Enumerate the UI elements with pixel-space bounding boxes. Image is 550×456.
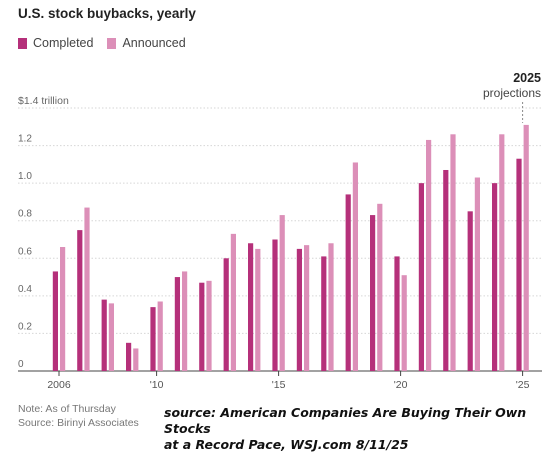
bar-completed-2011 <box>174 277 180 371</box>
bar-completed-2010 <box>150 307 156 371</box>
legend-swatch-completed <box>18 37 27 49</box>
x-tick-label-1: '10 <box>150 379 164 391</box>
x-tick-label-0: 2006 <box>47 379 71 391</box>
y-tick-label-7: $1.4 trillion <box>18 95 69 107</box>
bar-completed-2015 <box>272 239 278 371</box>
y-tick-label-3: 0.6 <box>18 246 32 257</box>
bar-announced-2021 <box>426 139 432 371</box>
x-tick-label-3: '20 <box>394 379 408 391</box>
bar-completed-2016 <box>296 248 302 371</box>
legend-item-announced: Announced <box>107 36 186 50</box>
bar-announced-2011 <box>182 271 188 371</box>
attribution-line-2: at a Record Pace, WSJ.com 8/11/25 <box>164 437 409 452</box>
bar-completed-2017 <box>321 256 327 371</box>
attribution-line-1: source: American Companies Are Buying Th… <box>164 405 527 436</box>
bar-announced-2012 <box>206 280 212 371</box>
bar-completed-2023 <box>467 211 473 371</box>
legend-item-completed: Completed <box>18 36 93 50</box>
article-attribution: source: American Companies Are Buying Th… <box>164 405 550 453</box>
y-tick-label-0: 0 <box>18 359 24 370</box>
x-tick-label-2: '15 <box>272 379 286 391</box>
bar-completed-2021 <box>418 183 424 371</box>
bar-announced-2022 <box>450 134 456 371</box>
bar-completed-2024 <box>492 183 498 371</box>
bar-completed-2012 <box>199 282 205 371</box>
bar-announced-2007 <box>84 207 90 371</box>
projection-year-label: 2025 <box>513 71 541 85</box>
bar-announced-2023 <box>474 177 480 371</box>
bar-completed-2019 <box>370 215 376 371</box>
bar-completed-2009 <box>126 342 132 371</box>
bar-completed-2006 <box>52 271 58 371</box>
bar-announced-2019 <box>377 203 383 371</box>
y-tick-label-6: 1.2 <box>18 134 32 145</box>
y-tick-label-1: 0.2 <box>18 321 32 332</box>
bar-announced-2008 <box>108 303 114 371</box>
bar-completed-2014 <box>248 243 254 371</box>
bar-announced-2018 <box>352 162 358 371</box>
bar-announced-2013 <box>230 233 236 371</box>
bar-chart: 0 0.2 0.4 0.6 0.8 1.0 1.2 $1.4 trillion 2025proj… <box>18 71 542 391</box>
chart-legend: Completed Announced <box>18 36 200 50</box>
bar-announced-2017 <box>328 243 334 371</box>
chart-title: U.S. stock buybacks, yearly <box>18 6 196 21</box>
legend-swatch-announced <box>107 37 117 49</box>
bar-completed-2013 <box>223 258 229 371</box>
bar-announced-2014 <box>255 248 261 371</box>
projection-note-label: projections <box>483 86 541 100</box>
chart-notes: Note: As of Thursday Source: Birinyi Ass… <box>18 402 139 430</box>
legend-label-announced: Announced <box>122 36 186 50</box>
bar-completed-2025 <box>516 158 522 371</box>
bar-announced-2015 <box>279 215 285 371</box>
legend-label-completed: Completed <box>33 36 94 50</box>
bar-announced-2024 <box>499 134 505 371</box>
bar-completed-2007 <box>77 230 83 371</box>
bar-completed-2018 <box>345 194 351 371</box>
bar-announced-2020 <box>401 275 407 371</box>
bar-announced-2025 <box>523 124 529 372</box>
x-tick-label-4: '25 <box>516 379 530 391</box>
bar-completed-2008 <box>101 299 107 371</box>
bar-announced-2016 <box>304 245 310 371</box>
y-tick-label-2: 0.4 <box>18 284 32 295</box>
bar-announced-2006 <box>60 247 66 371</box>
bar-completed-2022 <box>443 169 449 371</box>
note-text: Note: As of Thursday <box>18 403 116 415</box>
source-text: Source: Birinyi Associates <box>18 417 139 429</box>
bar-announced-2009 <box>133 348 139 371</box>
bar-completed-2020 <box>394 256 400 371</box>
y-tick-label-4: 0.8 <box>18 209 32 220</box>
bar-announced-2010 <box>157 301 163 371</box>
y-tick-label-5: 1.0 <box>18 171 32 182</box>
